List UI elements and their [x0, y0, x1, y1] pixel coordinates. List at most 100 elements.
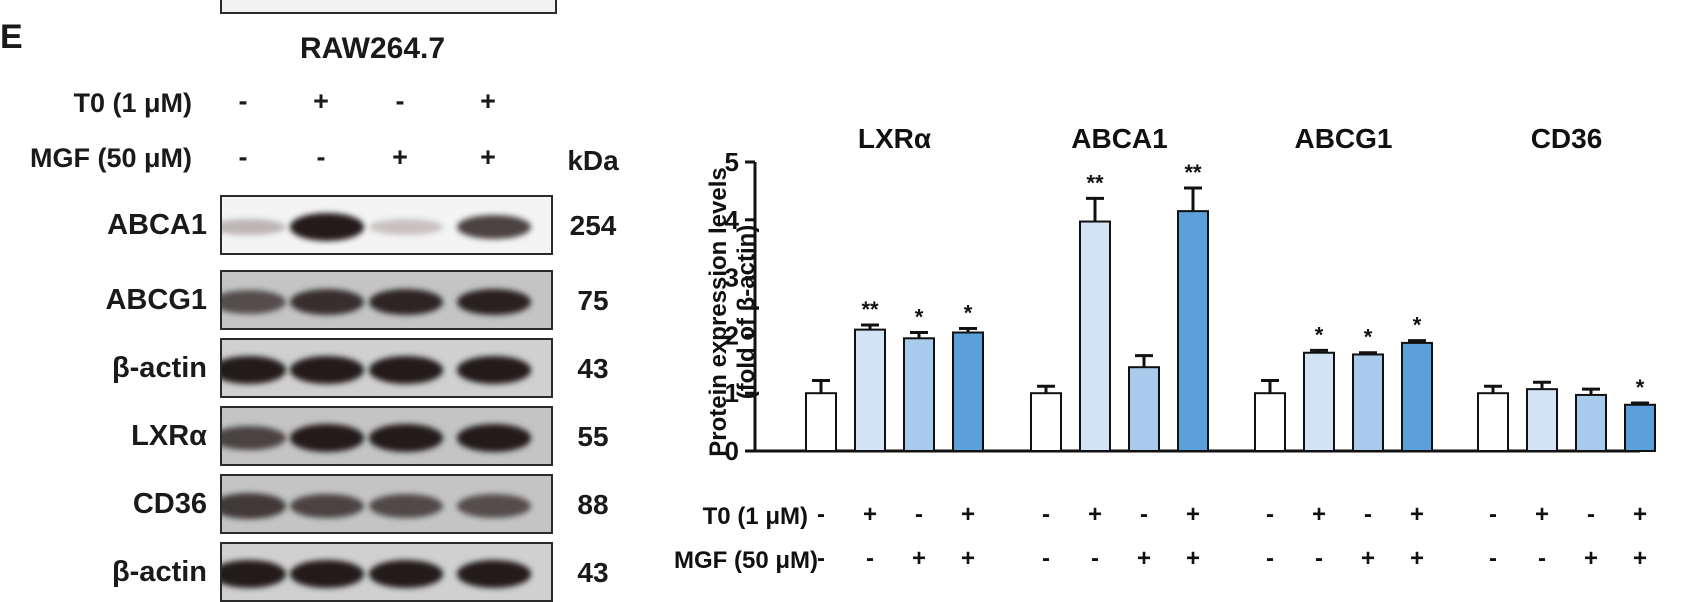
blot-band	[290, 289, 364, 315]
blot-band	[222, 356, 286, 384]
condition-sign: +	[1410, 545, 1424, 572]
blot-condition-label-t0: T0 (1 μM)	[73, 88, 192, 118]
blot-strip	[220, 406, 553, 466]
condition-sign: -	[1042, 545, 1050, 572]
blot-strip	[220, 338, 553, 398]
blot-band	[290, 493, 364, 519]
blot-sign: -	[316, 142, 326, 172]
blot-kda-value: 43	[577, 353, 609, 384]
blot-protein-label: β-actin	[111, 556, 207, 588]
condition-sign: +	[1584, 545, 1598, 572]
condition-sign: +	[1312, 501, 1326, 528]
y-tick-label: 3	[725, 263, 739, 293]
significance-mark: *	[1636, 375, 1645, 400]
blot-protein-label: CD36	[132, 488, 207, 520]
group-title: CD36	[1531, 123, 1603, 154]
significance-mark: *	[1413, 313, 1422, 338]
condition-sign: +	[1088, 501, 1102, 528]
condition-sign: +	[1186, 545, 1200, 572]
condition-label: T0 (1 μM)	[703, 503, 808, 530]
significance-mark: *	[1364, 325, 1373, 350]
bar	[952, 331, 984, 453]
condition-sign: +	[961, 501, 975, 528]
y-tick-label: 5	[725, 147, 739, 177]
bar	[903, 337, 935, 453]
condition-sign: -	[1315, 545, 1323, 572]
blot-kda-value: 88	[577, 489, 609, 520]
condition-sign: -	[1042, 501, 1050, 528]
condition-sign: +	[912, 545, 926, 572]
blot-band	[369, 424, 443, 452]
significance-mark: **	[1086, 170, 1104, 195]
blot-band	[457, 288, 531, 316]
y-tick-label: 1	[725, 378, 739, 408]
blot-kda-value: 75	[577, 285, 609, 316]
significance-mark: **	[861, 297, 879, 322]
blot-protein-label: β-actin	[111, 352, 207, 384]
bar	[1079, 220, 1111, 452]
blot-band	[457, 214, 531, 240]
condition-label: MGF (50 μM)	[674, 547, 818, 574]
y-axis-label-line2: (fold of β-actin)	[733, 225, 760, 400]
blot-sign: -	[238, 142, 248, 172]
condition-sign: +	[1633, 545, 1647, 572]
condition-sign: +	[1137, 545, 1151, 572]
condition-sign: -	[1364, 501, 1372, 528]
bar	[1526, 388, 1558, 452]
condition-sign: +	[1361, 545, 1375, 572]
blot-sign: -	[395, 86, 405, 116]
group-title: LXRα	[858, 123, 931, 154]
condition-sign: -	[1266, 545, 1274, 572]
y-tick-label: 0	[725, 436, 739, 466]
y-axis-label-line1: Protein expression levels	[705, 167, 732, 456]
blot-sign: +	[480, 142, 496, 172]
significance-mark: *	[1315, 322, 1324, 347]
condition-sign: +	[1535, 501, 1549, 528]
blot-band	[369, 219, 443, 235]
blot-band	[369, 356, 443, 384]
condition-sign: +	[1410, 501, 1424, 528]
cell-line-title: RAW264.7	[300, 32, 446, 65]
group-title: ABCA1	[1071, 123, 1167, 154]
blot-band	[369, 288, 443, 316]
significance-mark: *	[964, 300, 973, 325]
blot-kda-value: 254	[569, 210, 617, 241]
condition-sign: +	[961, 545, 975, 572]
blot-protein-label: ABCG1	[105, 284, 207, 316]
condition-sign: +	[863, 501, 877, 528]
panel-letter: E	[0, 18, 23, 56]
condition-sign: -	[866, 545, 874, 572]
y-tick-label: 2	[725, 320, 739, 350]
blot-condition-label-mgf: MGF (50 μM)	[29, 143, 192, 173]
condition-sign: +	[1186, 501, 1200, 528]
group-title: ABCG1	[1294, 123, 1392, 154]
condition-sign: -	[1091, 545, 1099, 572]
blot-band	[457, 494, 531, 518]
blot-band	[222, 425, 286, 451]
blot-sign: +	[392, 142, 408, 172]
blot-sign: -	[238, 86, 248, 116]
condition-sign: -	[1489, 501, 1497, 528]
condition-sign: -	[1587, 501, 1595, 528]
bar	[1030, 392, 1062, 453]
bar	[1128, 366, 1160, 452]
y-tick-label: 4	[725, 205, 740, 235]
blot-band	[222, 560, 286, 588]
blot-strip	[220, 474, 553, 534]
blot-protein-label: ABCA1	[107, 209, 207, 241]
bar	[805, 392, 837, 453]
blot-band	[369, 560, 443, 588]
blot-band	[369, 493, 443, 519]
significance-mark: *	[915, 305, 924, 330]
bar	[1401, 341, 1433, 452]
blot-band	[457, 356, 531, 384]
condition-sign: -	[1266, 501, 1274, 528]
condition-sign: -	[1140, 501, 1148, 528]
bar	[1575, 393, 1607, 452]
blot-band	[222, 218, 286, 236]
bar	[1177, 210, 1209, 452]
blot-band	[290, 560, 364, 588]
bar	[1352, 353, 1384, 452]
blot-band	[290, 356, 364, 384]
